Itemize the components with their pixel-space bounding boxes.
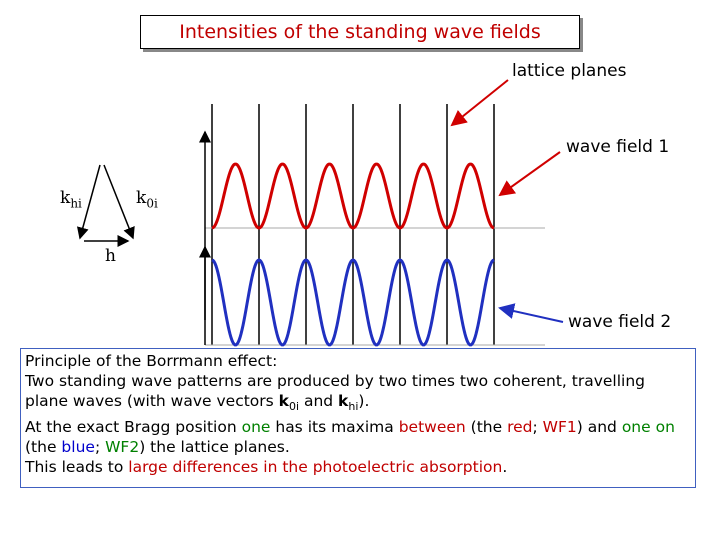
text-segment: large differences in the photoelectric a… <box>128 458 503 477</box>
arrow-lattice <box>450 79 509 127</box>
text-segment: k <box>338 392 349 410</box>
text-segment: (the <box>25 438 62 457</box>
text-segment: one <box>241 418 271 437</box>
text-segment: ; <box>532 418 543 437</box>
text-segment: ). <box>358 392 370 410</box>
label-k0i: k0i <box>136 188 158 210</box>
text-segment: blue <box>61 438 95 457</box>
text-segment: WF1 <box>542 418 577 437</box>
text-segment: has its maxima <box>270 418 399 437</box>
text-line: At the exact Bragg position one has its … <box>25 417 691 457</box>
vector-khi <box>76 164 101 240</box>
label-khi: khi <box>60 188 82 210</box>
lattice-planes <box>211 104 495 345</box>
wave-field-2 <box>211 258 495 347</box>
label-lattice-planes: lattice planes <box>512 61 627 81</box>
vec-sub: 0i <box>146 196 158 211</box>
vec-sub: hi <box>70 196 82 211</box>
text-line: Two standing wave patterns are produced … <box>25 371 691 417</box>
text-segment: between <box>398 418 466 437</box>
text-segment: Principle of the Borrmann effect: <box>25 352 278 370</box>
text-segment: 0i <box>288 400 300 414</box>
label-h: h <box>105 246 116 266</box>
text-segment: ; <box>94 438 106 457</box>
arrow-wf1 <box>498 151 561 197</box>
title: Intensities of the standing wave fields <box>140 15 580 49</box>
text-segment: one <box>621 418 651 437</box>
vector-k0i <box>103 164 135 240</box>
text-segment: At the exact Bragg position <box>25 418 242 437</box>
vec-base: k <box>136 188 147 208</box>
text-segment: k <box>278 392 289 410</box>
text-segment: on <box>650 418 675 437</box>
text-segment: . <box>502 458 508 477</box>
text-segment: red <box>507 418 533 437</box>
text-line: This leads to large differences in the p… <box>25 457 691 477</box>
text-line: Principle of the Borrmann effect: <box>25 351 691 371</box>
text-segment: WF2 <box>105 438 140 457</box>
text-segment: and <box>299 392 339 410</box>
text-segment: ) and <box>576 418 622 437</box>
text-segment: This leads to <box>25 458 129 477</box>
text-segment: (the <box>465 418 508 437</box>
label-wave-field-1: wave field 1 <box>566 137 670 157</box>
text-segment: ) the lattice planes. <box>139 438 290 457</box>
text-segment: Two standing wave patterns are produced … <box>25 372 646 410</box>
text-box: Principle of the Borrmann effect: Two sta… <box>20 348 696 488</box>
label-wave-field-2: wave field 2 <box>568 312 672 332</box>
text-segment: hi <box>348 400 359 414</box>
arrow-wf2 <box>498 303 564 323</box>
vec-base: k <box>60 188 71 208</box>
wave-field-1 <box>211 162 495 230</box>
